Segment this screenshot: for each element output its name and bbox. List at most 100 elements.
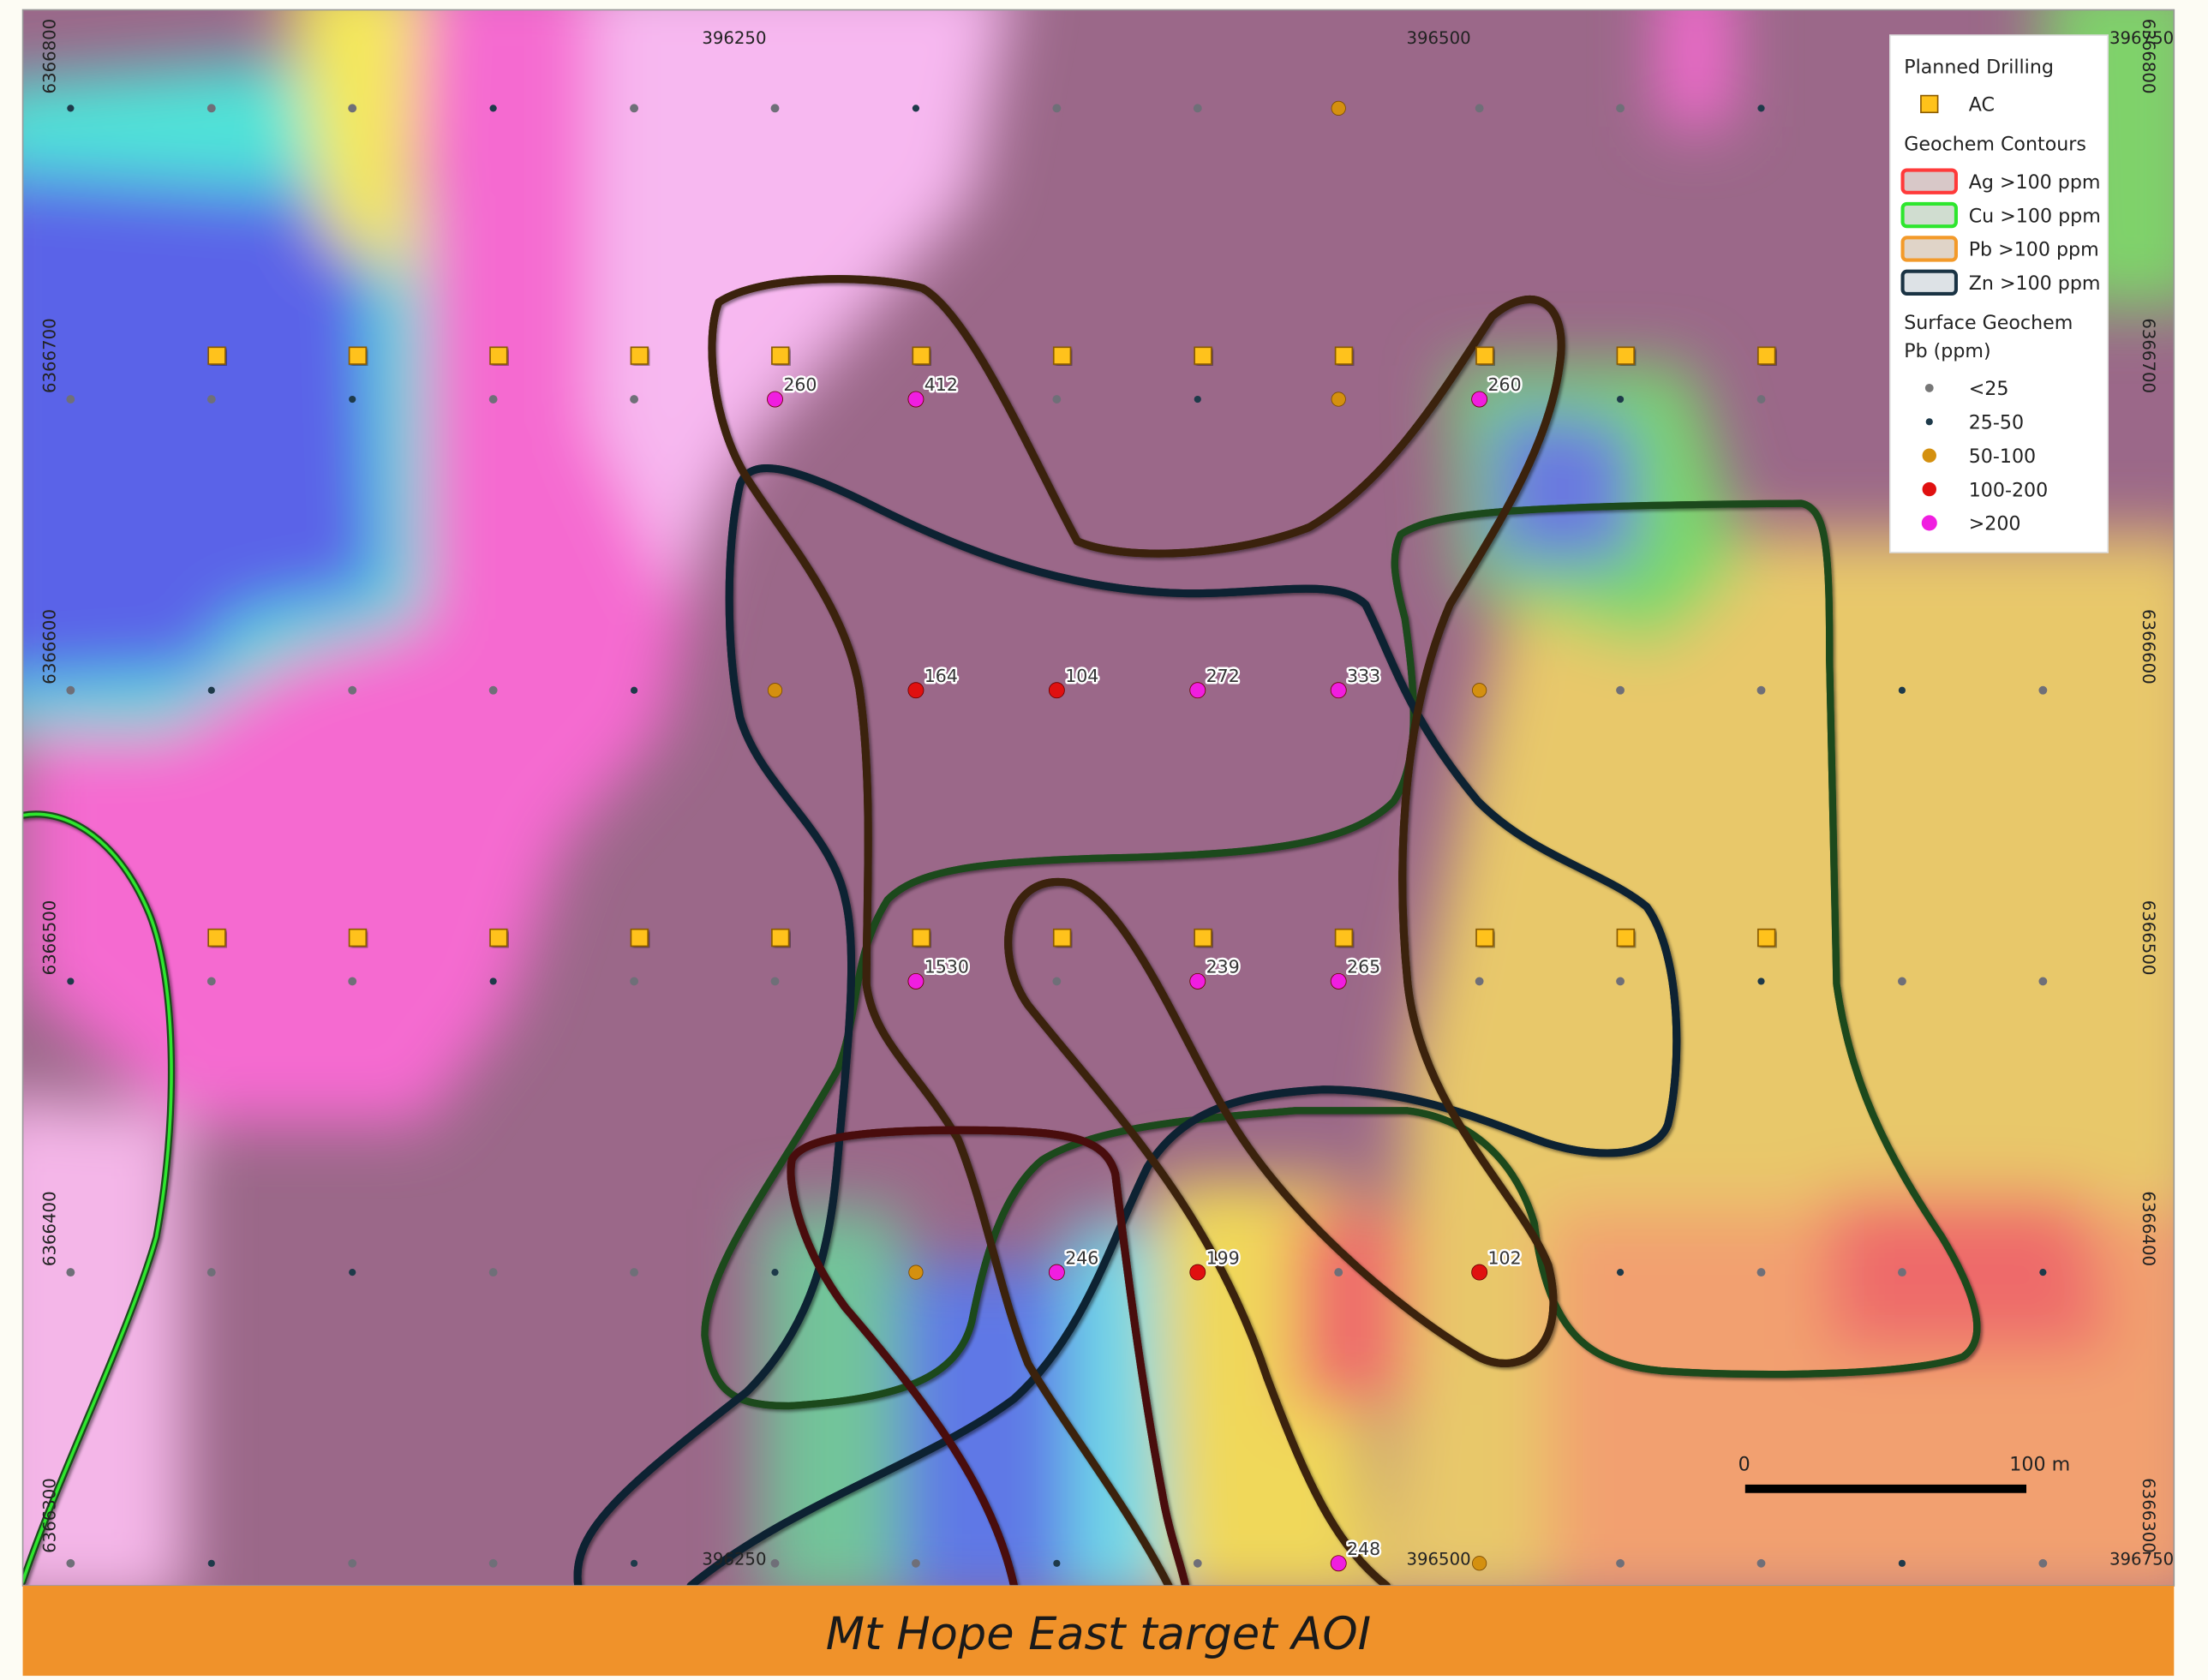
sample-point (630, 104, 638, 113)
drill-hole (1052, 928, 1072, 948)
sample-label: 260 (783, 374, 817, 395)
sample-point (1189, 972, 1206, 989)
sample-point (770, 104, 780, 113)
drill-hole (1616, 346, 1635, 365)
drill-hole (489, 346, 508, 365)
sample-label: 246 (1065, 1247, 1098, 1268)
sample-point (206, 1268, 216, 1277)
y-coordinate-label: 6366300 (2139, 1478, 2158, 1553)
legend-item: Ag >100 ppm (1969, 171, 2101, 194)
sample-point (630, 1268, 638, 1277)
sample-point (348, 685, 357, 695)
sample-label: 333 (1347, 666, 1380, 686)
drill-hole (1194, 928, 1212, 948)
sample-point (1616, 977, 1625, 986)
sample-point (630, 977, 638, 986)
sample-point (767, 683, 783, 698)
sample-point (1471, 391, 1488, 408)
legend-symbol (1924, 383, 1934, 392)
legend-item: 50-100 (1969, 445, 2036, 468)
sample-point (907, 391, 924, 408)
sample-point (1898, 686, 1906, 694)
drill-hole (489, 928, 508, 948)
x-coordinate-label: 396500 (1406, 1549, 1470, 1569)
sample-point (770, 1558, 780, 1568)
sample-point (2038, 685, 2048, 695)
sample-point (488, 395, 498, 404)
sample-point (66, 1268, 75, 1277)
sample-point (767, 391, 783, 408)
drill-hole (630, 928, 649, 948)
legend-item: <25 (1969, 378, 2009, 400)
sample-point (630, 1559, 638, 1567)
sample-point (206, 104, 216, 113)
drill-hole (912, 928, 930, 948)
drill-hole (207, 346, 226, 365)
sample-point (1898, 1559, 1906, 1567)
contours (22, 279, 1978, 1587)
sample-label: 102 (1487, 1247, 1521, 1268)
scale-bar-line (1744, 1484, 2026, 1493)
x-coordinate-label: 396250 (702, 1549, 766, 1569)
sample-point (1189, 682, 1206, 699)
sample-point (1756, 1558, 1766, 1568)
drill-hole (1334, 928, 1354, 948)
sample-label: 265 (1347, 957, 1380, 978)
y-coordinate-label: 6366700 (39, 318, 59, 393)
sample-point (1052, 977, 1062, 986)
drill-hole (348, 928, 368, 948)
x-coordinate-label: 396750 (2109, 1549, 2174, 1569)
y-coordinate-label: 6366500 (2139, 900, 2158, 976)
sample-point (488, 685, 498, 695)
x-coordinate-label: 396750 (2109, 28, 2174, 48)
legend-item: AC (1969, 94, 1995, 117)
sample-point (489, 978, 497, 985)
sample-point (1048, 1264, 1065, 1281)
drill-hole (1616, 928, 1635, 948)
sample-point (1472, 1556, 1487, 1571)
sample-point (1616, 104, 1625, 113)
sample-point (1616, 1269, 1625, 1276)
sample-point (1898, 977, 1906, 986)
drill-hole (207, 928, 226, 948)
scale-label: 0 (1738, 1453, 1750, 1475)
sample-point (1189, 1264, 1206, 1281)
sample-label: 272 (1206, 666, 1240, 686)
drill-hole (912, 346, 930, 365)
sample-point (771, 1269, 779, 1276)
legend-symbol (1922, 481, 1936, 497)
sample-point (1756, 395, 1766, 404)
sample-point (66, 685, 75, 695)
sample-point (630, 686, 638, 694)
sample-point (349, 1269, 356, 1276)
legend-symbol (1920, 94, 1939, 114)
sample-point (1330, 1555, 1347, 1572)
sample-label: 1530 (924, 957, 969, 978)
sample-point (630, 395, 638, 404)
legend-item: >200 (1969, 513, 2021, 535)
drill-hole (630, 346, 649, 365)
legend-symbol (1900, 168, 1958, 194)
legend-symbol (1900, 269, 1958, 296)
sample-point (66, 1558, 75, 1568)
sample-point (1330, 682, 1347, 699)
drill-hole (1194, 346, 1212, 365)
sample-point (349, 395, 356, 404)
sample-point (1052, 104, 1062, 113)
sample-point (1475, 104, 1484, 113)
sample-point (1331, 392, 1346, 407)
sample-point (2038, 1558, 2048, 1568)
sample-label: 412 (924, 374, 958, 395)
sample-point (1756, 1268, 1766, 1277)
x-coordinate-label: 396500 (1406, 28, 1470, 48)
sample-point (907, 972, 924, 989)
sample-point (1053, 1559, 1061, 1567)
cu-contour (22, 812, 173, 1583)
legend-title: Planned Drilling (1904, 56, 2054, 78)
sample-point (206, 395, 216, 404)
sample-point (489, 105, 497, 112)
sample-point (1756, 685, 1766, 695)
sample-label: 239 (1206, 957, 1240, 978)
